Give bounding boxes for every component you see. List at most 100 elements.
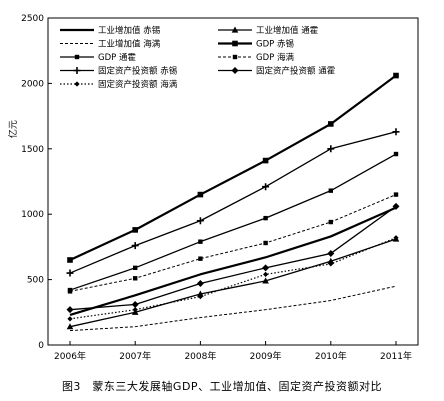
legend-label-4: GDP 通霍 — [98, 52, 136, 63]
legend-marker-6 — [73, 67, 81, 74]
series-line-8 — [69, 237, 397, 320]
series-7-point-3 — [262, 264, 270, 272]
series-5-point-4 — [328, 219, 333, 225]
legend-entry-6: 固定资产投资额 赤锡 — [60, 66, 178, 77]
x-tick-label-1: 2007年 — [119, 350, 151, 362]
series-3-point-4 — [328, 121, 334, 127]
legend-entry-8: 固定资产投资额 海满 — [60, 79, 178, 90]
series-6-point-3 — [262, 183, 270, 191]
series-line-0 — [69, 206, 397, 316]
series-6-point-1 — [131, 242, 139, 250]
legend-marker-1 — [231, 26, 239, 33]
series-3-point-0 — [67, 257, 73, 263]
series-1-point-0 — [66, 323, 74, 330]
series-4-point-5 — [393, 151, 399, 157]
legend-label-7: 固定资产投资额 通霍 — [256, 66, 335, 77]
series-4-point-2 — [198, 239, 203, 244]
series-3-point-3 — [262, 157, 269, 164]
legend-marker-5 — [232, 54, 238, 60]
series-1 — [66, 235, 400, 330]
legend-label-8: 固定资产投资额 海满 — [98, 79, 178, 90]
series-line-1 — [69, 238, 397, 328]
series-8-point-3 — [263, 271, 269, 277]
series-1-point-3 — [262, 277, 269, 284]
legend-marker-8 — [74, 81, 80, 87]
legend-entry-3: GDP 赤锡 — [218, 40, 294, 50]
series-line-7 — [69, 205, 397, 311]
series-5-point-3 — [263, 240, 268, 246]
series-7-point-4 — [327, 249, 335, 257]
y-tick-label-2: 1000 — [21, 210, 44, 220]
legend-entry-2: 工业增加值 海满 — [60, 39, 161, 50]
y-tick-label-3: 1500 — [21, 145, 44, 155]
series-7 — [66, 202, 400, 314]
series-4-point-4 — [328, 188, 333, 193]
series-8-point-1 — [132, 307, 138, 313]
y-axis-label: 亿元 — [7, 120, 19, 138]
legend-entry-5: GDP 海满 — [218, 52, 294, 63]
series-6-point-2 — [196, 217, 204, 225]
series-8-point-4 — [328, 261, 334, 267]
series-7-point-2 — [196, 280, 204, 288]
legend-marker-7 — [231, 67, 239, 74]
x-tick-label-4: 2010年 — [315, 350, 347, 362]
x-tick-label-3: 2009年 — [250, 350, 282, 362]
legend-label-2: 工业增加值 海满 — [98, 39, 161, 50]
series-4-point-3 — [263, 215, 268, 221]
series-6 — [66, 128, 400, 277]
legend-entry-4: GDP 通霍 — [60, 52, 136, 63]
axes: 0 500 1000 1500 2000 2500 2006年 2007年 2008年 2009年… — [7, 14, 419, 362]
x-tick-label-5: 2011年 — [380, 350, 412, 362]
series-2 — [69, 285, 397, 332]
series-6-point-5 — [392, 128, 400, 136]
legend-label-5: GDP 海满 — [256, 52, 294, 63]
legend-entry-0: 工业增加值 赤锡 — [60, 25, 161, 36]
series-3-point-1 — [132, 227, 138, 233]
series-5-point-0 — [67, 289, 73, 294]
series-8-point-0 — [67, 316, 73, 322]
legend-label-6: 固定资产投资额 赤锡 — [98, 66, 178, 77]
series-1-point-2 — [197, 290, 204, 297]
y-tick-label-4: 2000 — [21, 79, 44, 89]
series-5-point-5 — [393, 192, 399, 197]
series-5-point-1 — [133, 276, 138, 281]
series-7-point-5 — [392, 202, 400, 210]
legend-entry-7: 固定资产投资额 通霍 — [218, 66, 335, 77]
legend-marker-4 — [74, 54, 80, 60]
x-tick-label-0: 2006年 — [54, 350, 86, 362]
series-line-6 — [69, 131, 397, 274]
series-5-point-2 — [198, 256, 203, 261]
legend-label-0: 工业增加值 赤锡 — [98, 25, 161, 36]
y-tick-label-5: 2500 — [21, 14, 44, 24]
series-0 — [69, 206, 397, 316]
y-tick-label-0: 0 — [38, 341, 44, 351]
series-line-2 — [69, 285, 397, 332]
legend-label-1: 工业增加值 通霍 — [256, 25, 318, 36]
series-6-point-4 — [327, 145, 335, 153]
series-6-point-0 — [66, 269, 74, 277]
legend-marker-3 — [232, 40, 238, 47]
legend-label-3: GDP 赤锡 — [256, 40, 294, 50]
series-1-point-4 — [327, 257, 335, 264]
series-line-3 — [69, 74, 397, 261]
series-layer — [66, 72, 400, 332]
series-3 — [67, 72, 399, 263]
series-3-point-5 — [393, 72, 399, 79]
y-tick-label-1: 500 — [27, 276, 44, 286]
series-7-point-0 — [66, 306, 74, 314]
series-7-point-1 — [131, 300, 139, 308]
series-4-point-1 — [133, 265, 138, 271]
series-3-point-2 — [197, 191, 204, 198]
series-8-point-5 — [393, 235, 399, 241]
series-line-5 — [69, 194, 397, 292]
legend-entry-1: 工业增加值 通霍 — [218, 25, 318, 36]
series-4 — [67, 151, 399, 293]
chart: 0 500 1000 1500 2000 2500 2006年 2007年 2008年 2009年… — [7, 14, 419, 362]
figure-caption: 图3 蒙东三大发展轴GDP、工业增加值、固定资产投资额对比 — [61, 380, 383, 393]
series-line-4 — [69, 153, 397, 291]
series-5 — [67, 192, 399, 294]
x-tick-label-2: 2008年 — [184, 350, 216, 362]
series-8-point-2 — [197, 294, 203, 300]
plot-frame — [47, 17, 419, 346]
